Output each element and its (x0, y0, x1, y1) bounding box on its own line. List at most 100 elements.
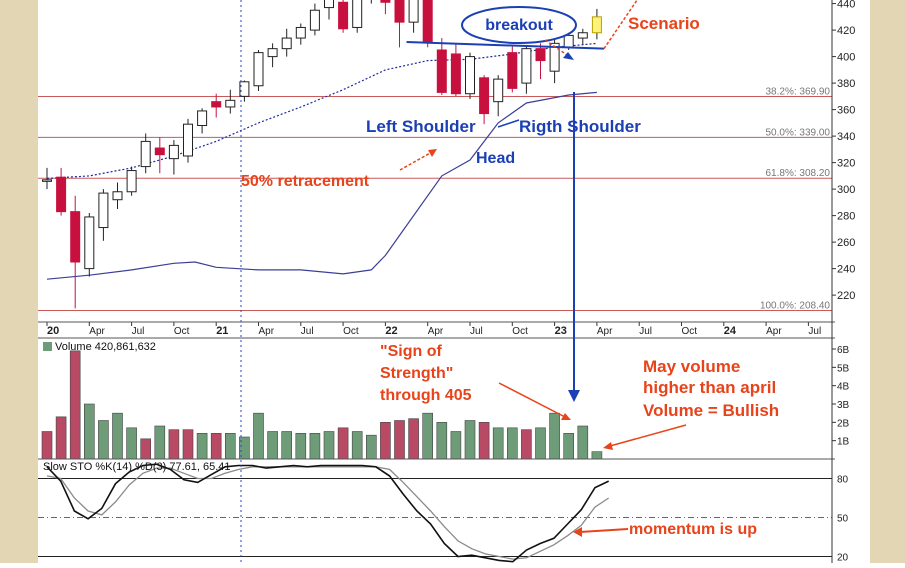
right-shoulder-label: Rigth Shoulder (519, 117, 641, 136)
candle-body (98, 192, 109, 229)
date-month-label: Jul (301, 326, 314, 337)
volume-bar (492, 427, 504, 460)
volume-tick-label: 3B (837, 400, 850, 411)
may-volume-arrow (609, 424, 687, 447)
volume-bar (521, 429, 532, 460)
date-month-label: Jul (808, 326, 821, 337)
right-gutter (870, 0, 905, 563)
fib-level-label: 100.0%: 208.40 (760, 300, 830, 311)
date-year-label: 21 (216, 325, 228, 337)
volume-bar (506, 427, 518, 460)
breakout-arrow (544, 39, 571, 58)
candle-body (591, 16, 602, 34)
candle-body (42, 179, 52, 182)
stochastic-k-line (46, 463, 610, 563)
fib-level-label: 38.2%: 369.90 (766, 86, 831, 97)
volume-bar (323, 431, 335, 460)
candle-body (479, 77, 490, 115)
candle-body (549, 42, 560, 72)
fib-level-label: 50.0%: 339.00 (766, 127, 831, 138)
momentum-label: momentum is up (629, 521, 757, 538)
may-volume-arrowhead (603, 442, 613, 450)
retracement-arrowhead (428, 149, 437, 157)
sign-of-strength-line-1: "Sign of (380, 343, 442, 360)
volume-tick-label: 5B (837, 363, 850, 374)
date-month-label: Jul (639, 326, 652, 337)
candle-body (465, 56, 475, 95)
moving-average-short (46, 42, 597, 180)
candle-body (225, 99, 236, 108)
date-axis: 20 Apr Jul Oct 21 Apr Jul Oct 22 Apr Jul Oct 23 Apr Ju… (46, 322, 821, 337)
candle-body (521, 48, 532, 84)
date-month-label: Apr (89, 326, 105, 337)
candle-body (154, 147, 165, 156)
candle-body (408, 0, 419, 23)
candle-body (239, 81, 250, 97)
volume-bar (450, 431, 462, 460)
price-tick-label: 300 (837, 184, 855, 196)
candle-body (281, 37, 292, 50)
volume-bar (98, 420, 109, 460)
date-month-label: Oct (512, 326, 528, 337)
volume-bar (182, 429, 194, 460)
volume-bar (112, 412, 123, 460)
volume-bar (591, 451, 603, 460)
left-margin (0, 0, 38, 563)
momentum-arrowhead (573, 527, 582, 537)
date-month-label: Apr (597, 326, 613, 337)
candle-body (295, 26, 306, 39)
price-tick-label: 360 (837, 105, 855, 117)
candle-body (436, 49, 447, 93)
volume-bar (380, 422, 391, 460)
stochastic-tick-label: 50 (837, 514, 849, 525)
candle-body (267, 48, 278, 58)
fib-level-label: 61.8%: 308.20 (766, 168, 831, 179)
candle-body (338, 1, 349, 30)
stochastic-tick-label: 80 (837, 475, 849, 486)
price-tick-label: 240 (837, 264, 855, 276)
volume-bar (365, 434, 377, 460)
stochastic-tick-label: 20 (837, 553, 849, 564)
volume-bar (337, 427, 349, 460)
candle-body (577, 32, 588, 39)
volume-bar (69, 350, 81, 460)
scenario-line (603, 0, 639, 50)
price-tick-label: 260 (837, 237, 855, 249)
volume-legend-swatch (43, 342, 52, 351)
candle-body (70, 211, 81, 263)
candle-body (56, 176, 67, 213)
candle-body (112, 191, 123, 201)
volume-bar (41, 431, 53, 460)
stochastic-panel: 20 50 80 Slow STO %K(14) %D(3) 77.61, 65.41 (38, 461, 849, 564)
price-tick-label: 400 (837, 52, 855, 64)
volume-legend: Volume 420,861,632 (55, 341, 156, 353)
volume-bar (394, 420, 405, 460)
volume-bar (225, 433, 236, 460)
price-tick-label: 440 (837, 0, 855, 11)
volume-bar (210, 433, 222, 460)
stochastic-legend: Slow STO %K(14) %D(3) 77.61, 65.41 (43, 461, 231, 473)
volume-tick-label: 1B (837, 437, 850, 448)
volume-tick-label: 4B (837, 382, 850, 393)
price-tick-label: 220 (837, 290, 855, 302)
volume-bar (55, 416, 67, 460)
volume-bar (309, 433, 321, 460)
date-year-label: 20 (47, 325, 59, 337)
sign-of-strength-arrowhead (561, 413, 571, 420)
date-month-label: Oct (174, 326, 190, 337)
candle-body (168, 144, 179, 160)
candle-body (324, 0, 334, 9)
date-year-label: 22 (385, 325, 397, 337)
price-tick-label: 280 (837, 211, 855, 223)
volume-bar (168, 429, 180, 460)
volume-bar (563, 433, 575, 460)
retracement-arrow (399, 151, 433, 171)
annotations: breakout Scenario Left Shoulder Rigth Sh… (241, 6, 779, 538)
price-tick-label: 320 (837, 158, 855, 170)
retracement-label: 50% retracement (241, 173, 370, 190)
price-tick-label: 380 (837, 78, 855, 90)
volume-bar (535, 427, 546, 460)
candle-body (84, 216, 95, 270)
